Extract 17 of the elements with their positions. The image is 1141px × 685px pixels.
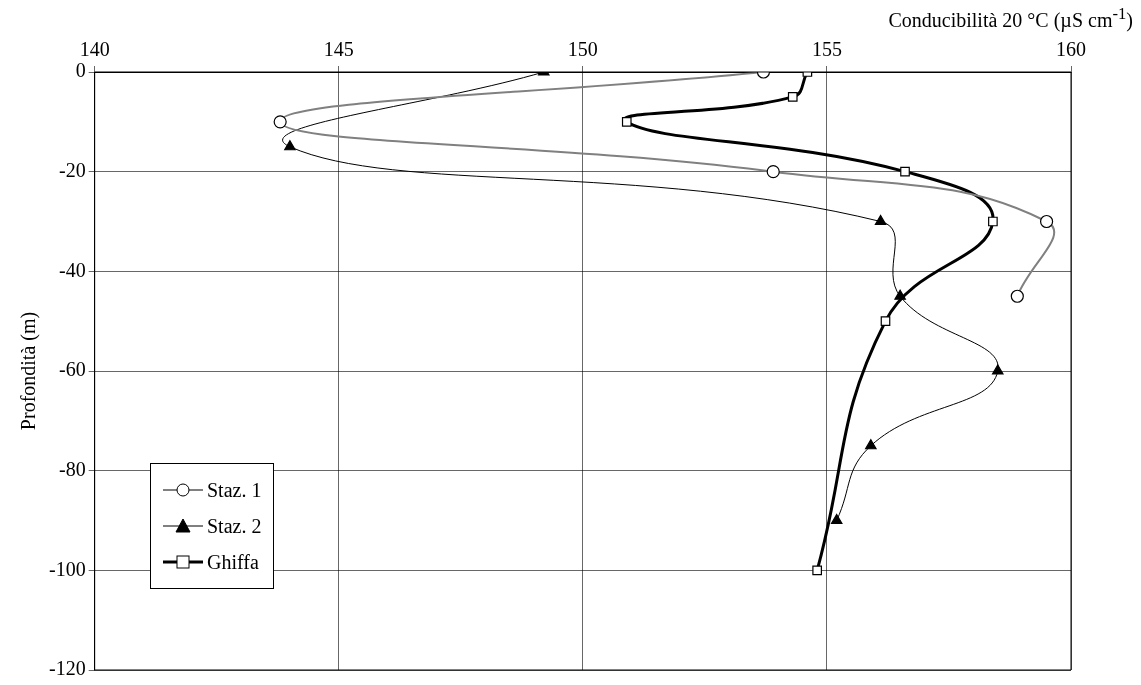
- y-tick-label: -60: [58, 358, 86, 381]
- y-tick-label: 0: [75, 59, 86, 82]
- legend-label: Staz. 2: [207, 514, 262, 538]
- x-tick-label: 160: [1056, 38, 1086, 61]
- x-tick-label: 150: [567, 38, 598, 61]
- x-tick-label: 155: [811, 38, 842, 61]
- y-tick-label: -20: [58, 158, 86, 181]
- x-axis-title: Conducibilità 20 °C (µS cm$^{-1}$): [888, 4, 1133, 32]
- x-tick-label: 145: [323, 38, 354, 61]
- legend-label: Staz. 1: [207, 478, 262, 502]
- y-axis-title: Profondità (m): [17, 311, 41, 431]
- x-tick-label: 140: [79, 38, 110, 61]
- y-tick-label: -80: [58, 457, 86, 480]
- y-tick-label: -40: [58, 258, 86, 281]
- legend-label: Ghiffa: [207, 550, 259, 574]
- y-tick-label: -120: [48, 657, 86, 680]
- y-tick-label: -100: [48, 557, 86, 580]
